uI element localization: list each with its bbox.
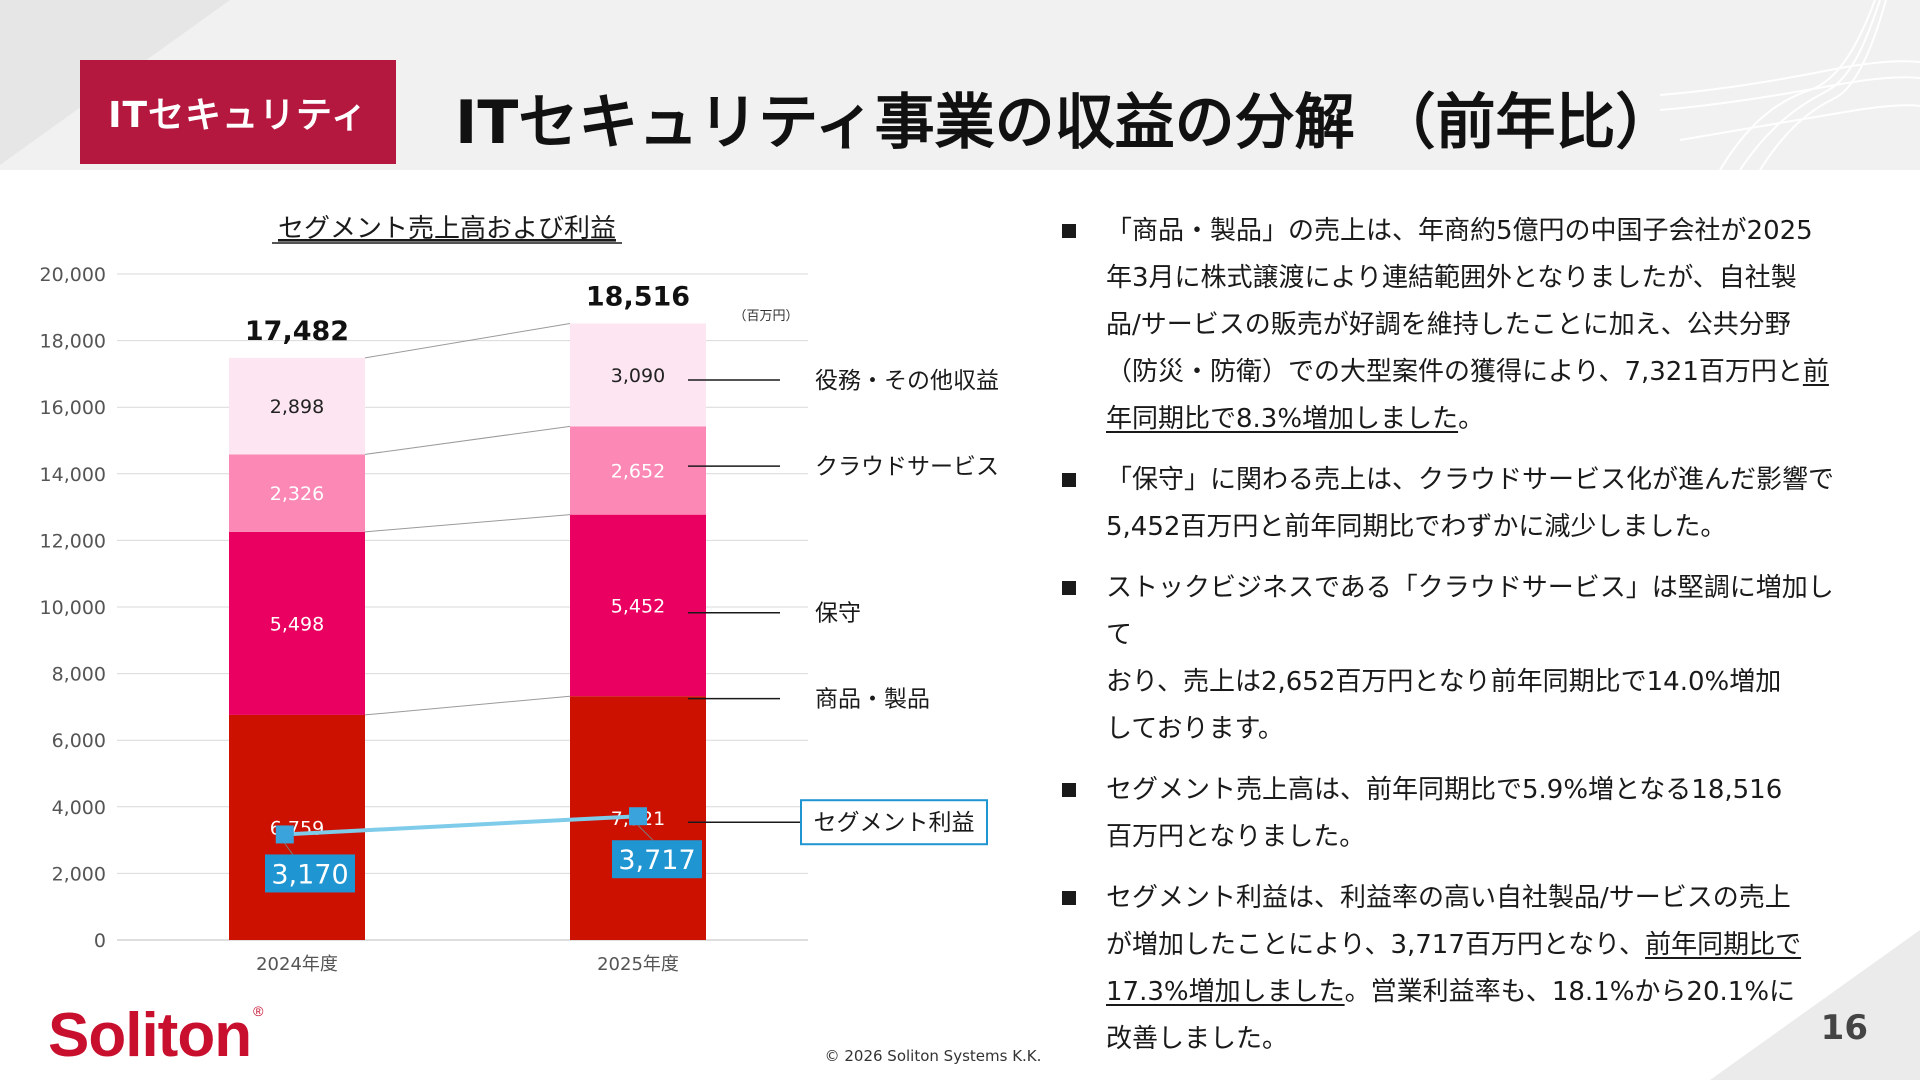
bar-segment [570,426,706,515]
bar-segment [229,357,365,455]
page-number: 16 [1820,1008,1868,1048]
x-tick-label: 2024年度 [256,954,338,975]
bar-segment [229,531,365,715]
bar-segment [570,323,706,427]
x-tick-label: 2025年度 [597,954,679,975]
bar-segment [229,454,365,532]
connector-line [364,695,571,716]
legend-label: クラウドサービス [815,454,999,480]
bullet-text: ストックビジネスである「クラウドサービス」は堅調に増加して おり、売上は2,65… [1106,573,1834,744]
bullet-text: セグメント売上高は、前年同期比で5.9%増となる18,516 百万円となりました… [1106,775,1783,852]
chart-title: セグメント売上高および利益 [278,214,616,244]
legend-label: 保守 [815,601,861,627]
y-tick-label: 0 [94,930,106,952]
bullet-square-icon [1062,473,1076,487]
data-label: 3,090 [611,365,665,387]
bar-segment [570,514,706,697]
bullet-item: 「商品・製品」の売上は、年商約5億円の中国子会社が2025 年3月に株式譲渡によ… [1058,208,1858,443]
bullet-square-icon [1062,891,1076,905]
data-label: 5,452 [611,595,665,617]
corner-decoration-bottom [1710,930,1920,1080]
segment-chart: セグメント売上高および利益 0 2,000 4,000 6,000 8,000 10,000… [40,214,999,975]
bullet-square-icon [1062,581,1076,595]
page-title: ITセキュリティ事業の収益の分解 （前年比） [455,88,1676,158]
y-tick-label: 10,000 [40,597,106,619]
bullet-square-icon [1062,224,1076,238]
total-label: 17,482 [245,316,349,347]
data-label: 2,898 [270,396,324,418]
profit-label-leader [284,843,294,855]
profit-line [284,814,639,837]
connector-line [364,425,571,455]
bullet-item: ストックビジネスである「クラウドサービス」は堅調に増加して おり、売上は2,65… [1058,565,1858,753]
bullet-item: 「保守」に関わる売上は、クラウドサービス化が進んだ影響で 5,452百万円と前年… [1058,457,1858,551]
y-tick-label: 2,000 [52,863,106,885]
y-tick-label: 18,000 [40,331,106,353]
unit-label: （百万円） [733,309,798,324]
y-tick-label: 6,000 [52,730,106,752]
profit-marker [629,807,647,826]
connector-line [364,322,571,359]
profit-value-label: 3,717 [618,845,695,876]
bullet-text: 「商品・製品」の売上は、年商約5億円の中国子会社が2025 年3月に株式譲渡によ… [1106,216,1829,434]
y-tick-label: 20,000 [40,264,106,286]
y-tick-label: 8,000 [52,664,106,686]
legend-label: 商品・製品 [815,687,930,713]
company-logo: Soliton ® [48,1001,263,1070]
profit-label-leader [637,824,654,841]
profit-legend-box [800,799,988,846]
total-label: 18,516 [586,281,690,312]
profit-value-label: 3,170 [271,859,348,890]
y-tick-label: 4,000 [52,797,106,819]
profit-label-box [265,854,355,893]
wave-decoration [1660,0,1920,170]
legend-label: セグメント利益 [814,810,975,836]
bar-segment [229,714,365,940]
y-tick-label: 16,000 [40,397,106,419]
legend-label: 役務・その他収益 [815,368,999,394]
category-badge: ITセキュリティ [80,60,396,164]
bullet-square-icon [1062,783,1076,797]
connector-line [364,514,571,533]
copyright: © 2026 Soliton Systems K.K. [824,1047,1042,1065]
bullet-text: 「保守」に関わる売上は、クラウドサービス化が進んだ影響で 5,452百万円と前年… [1106,465,1835,542]
data-label: 2,652 [611,461,665,483]
data-label: 5,498 [270,613,324,635]
profit-label-box [612,840,702,879]
y-tick-label: 12,000 [40,530,106,552]
y-tick-label: 14,000 [40,464,106,486]
profit-marker [275,825,294,844]
data-label: 2,326 [270,483,324,505]
bullet-item: セグメント売上高は、前年同期比で5.9%増となる18,516 百万円となりました… [1058,767,1858,861]
